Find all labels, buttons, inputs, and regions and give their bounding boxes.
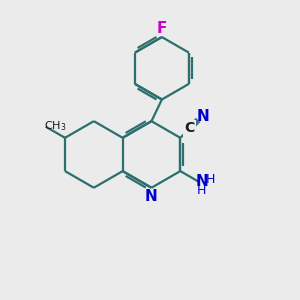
Text: N: N	[196, 109, 209, 124]
Text: N: N	[145, 189, 158, 204]
Text: H: H	[197, 184, 206, 196]
Text: H: H	[206, 173, 215, 186]
Text: N: N	[195, 174, 208, 189]
Text: C: C	[184, 122, 195, 135]
Text: F: F	[157, 21, 167, 36]
Text: CH$_3$: CH$_3$	[44, 119, 67, 133]
